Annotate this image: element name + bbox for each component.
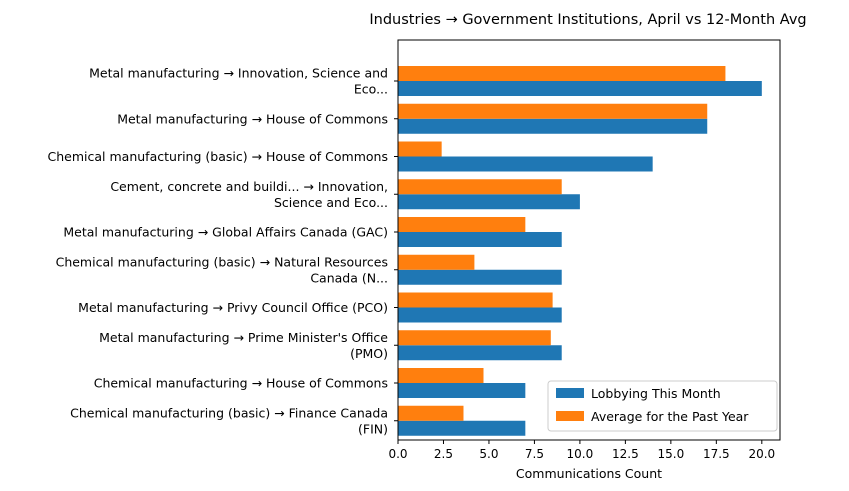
x-tick-label: 0.0	[388, 447, 407, 461]
bar-past-year-average	[398, 179, 562, 195]
legend-swatch-lobbying-this-month	[556, 388, 584, 398]
bar-past-year-average	[398, 217, 526, 232]
bar-past-year-average	[398, 103, 708, 119]
legend-swatch-average-past-year	[556, 411, 584, 421]
y-tick-label: Metal manufacturing → Global Affairs Can…	[63, 225, 388, 240]
bar-this-month	[398, 420, 526, 436]
bar-this-month	[398, 156, 653, 172]
bar-past-year-average	[398, 254, 475, 270]
y-tick-label: Chemical manufacturing (basic) → House o…	[48, 149, 388, 164]
bar-past-year-average	[398, 405, 464, 421]
legend-frame	[547, 380, 778, 432]
x-tick-label: 10.0	[567, 447, 594, 461]
bar-past-year-average	[398, 66, 726, 81]
legend-label-lobbying-this-month: Lobbying This Month	[591, 386, 721, 401]
legend-label-average-past-year: Average for the Past Year	[591, 409, 749, 424]
legend: Lobbying This Month Average for the Past…	[547, 380, 778, 432]
x-tick-label: 2.5	[434, 447, 453, 461]
x-tick-label: 20.0	[748, 447, 775, 461]
bar-this-month	[398, 307, 562, 323]
y-tick-label: Chemical manufacturing (basic) → Natural…	[56, 254, 388, 285]
y-tick-label: Chemical manufacturing → House of Common…	[94, 376, 388, 391]
y-tick-label: Chemical manufacturing (basic) → Finance…	[70, 405, 388, 436]
y-tick-label: Metal manufacturing → Innovation, Scienc…	[89, 66, 388, 97]
chart-title: Industries → Government Institutions, Ap…	[369, 12, 806, 28]
bar-past-year-average	[398, 368, 484, 383]
bar-this-month	[398, 194, 580, 210]
bar-past-year-average	[398, 141, 442, 157]
y-tick-label: Metal manufacturing → Prime Minister's O…	[99, 330, 388, 361]
bar-this-month	[398, 118, 708, 134]
bar-this-month	[398, 269, 562, 285]
bar-this-month	[398, 345, 562, 361]
y-tick-label: Cement, concrete and buildi... → Innovat…	[110, 179, 388, 210]
y-tick-label: Metal manufacturing → House of Commons	[117, 111, 388, 126]
x-axis-label: Communications Count	[516, 466, 662, 481]
y-axis: Metal manufacturing → Innovation, Scienc…	[48, 66, 398, 436]
x-tick-label: 7.5	[525, 447, 544, 461]
plot-area	[397, 39, 781, 441]
bar-past-year-average	[398, 330, 551, 346]
x-tick-label: 12.5	[612, 447, 639, 461]
x-tick-label: 17.5	[703, 447, 730, 461]
y-tick-label: Metal manufacturing → Privy Council Offi…	[78, 300, 388, 315]
bar-this-month	[398, 232, 562, 247]
bar-this-month	[398, 383, 526, 398]
x-axis: 0.0 2.5 5.0 7.5 10.0 12.5 15.0 17.5 20.0	[388, 440, 775, 461]
plot-frame	[397, 39, 781, 441]
x-tick-label: 15.0	[657, 447, 684, 461]
bar-past-year-average	[398, 292, 553, 308]
bar-this-month	[398, 81, 762, 96]
x-tick-label: 5.0	[479, 447, 498, 461]
